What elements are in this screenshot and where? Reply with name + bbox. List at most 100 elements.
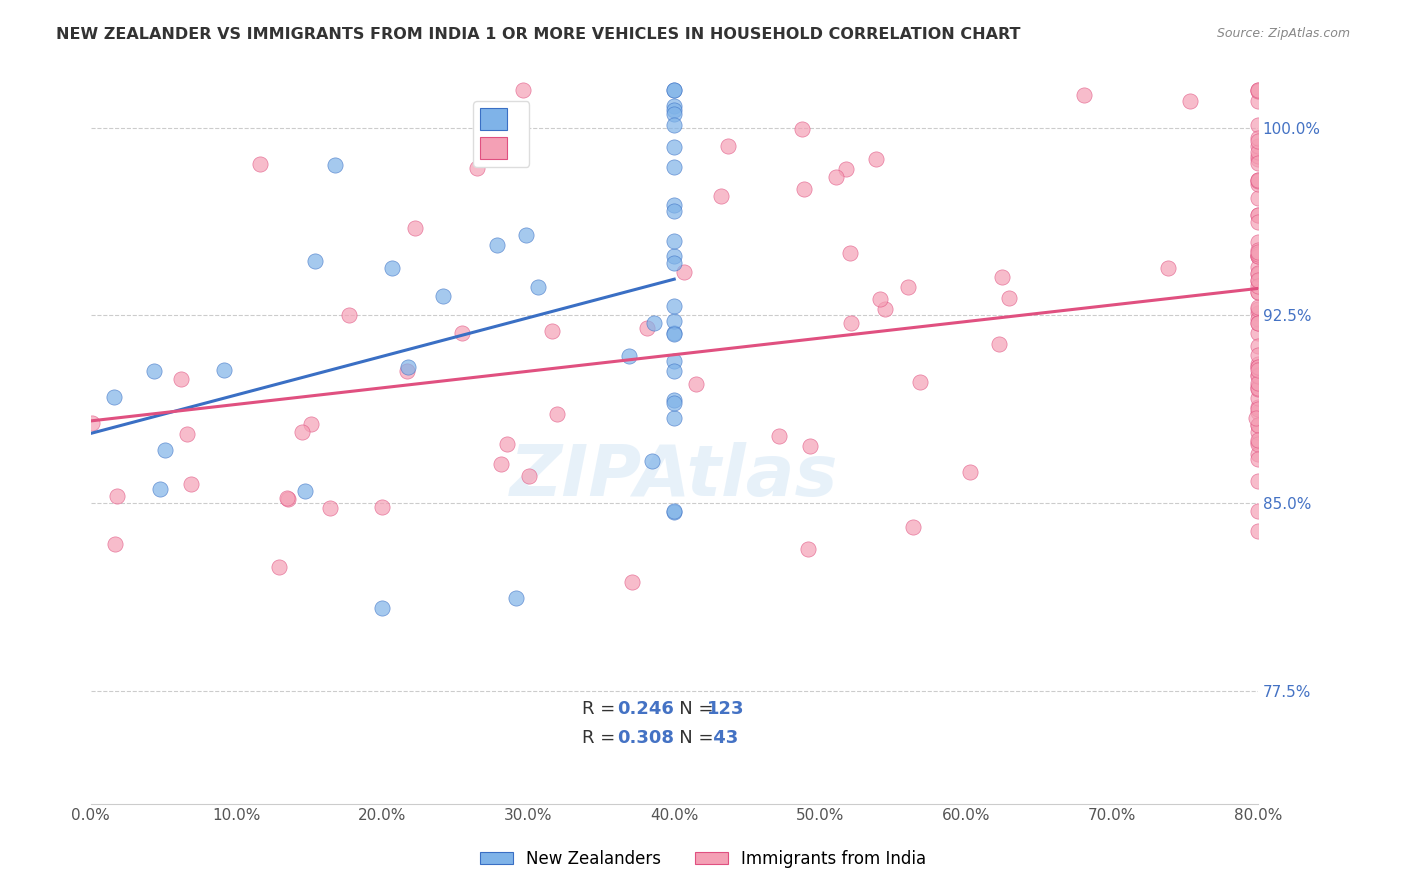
- New Zealanders: [515, 227, 537, 242]
- Immigrants from India: [1247, 400, 1270, 414]
- Immigrants from India: [404, 221, 426, 235]
- New Zealanders: [664, 107, 686, 121]
- Immigrants from India: [276, 491, 298, 506]
- Immigrants from India: [1247, 267, 1270, 281]
- Immigrants from India: [299, 417, 322, 432]
- New Zealanders: [664, 103, 686, 118]
- Immigrants from India: [1247, 302, 1270, 317]
- Immigrants from India: [799, 439, 821, 453]
- Immigrants from India: [105, 489, 128, 503]
- Immigrants from India: [517, 469, 540, 483]
- Immigrants from India: [104, 536, 127, 550]
- New Zealanders: [664, 392, 686, 407]
- Immigrants from India: [1247, 174, 1270, 188]
- Immigrants from India: [1247, 433, 1270, 447]
- Immigrants from India: [1247, 359, 1270, 374]
- Immigrants from India: [1247, 437, 1270, 451]
- Immigrants from India: [1247, 504, 1270, 518]
- Immigrants from India: [959, 465, 981, 479]
- Immigrants from India: [901, 519, 924, 533]
- Immigrants from India: [495, 437, 517, 451]
- Immigrants from India: [673, 265, 696, 279]
- Immigrants from India: [1247, 274, 1270, 288]
- Immigrants from India: [1247, 245, 1270, 260]
- Immigrants from India: [1247, 326, 1270, 341]
- Immigrants from India: [839, 246, 862, 260]
- New Zealanders: [486, 238, 509, 252]
- Immigrants from India: [1247, 417, 1270, 432]
- New Zealanders: [664, 410, 686, 425]
- Immigrants from India: [451, 326, 474, 340]
- Immigrants from India: [1247, 246, 1270, 260]
- Immigrants from India: [908, 376, 931, 390]
- Immigrants from India: [170, 371, 193, 385]
- Immigrants from India: [1247, 379, 1270, 393]
- Immigrants from India: [793, 182, 815, 196]
- Immigrants from India: [1247, 134, 1270, 148]
- Immigrants from India: [636, 320, 658, 334]
- Immigrants from India: [1247, 235, 1270, 250]
- Immigrants from India: [1247, 475, 1270, 489]
- Immigrants from India: [1247, 316, 1270, 330]
- Immigrants from India: [491, 457, 513, 471]
- Immigrants from India: [620, 575, 643, 590]
- New Zealanders: [664, 160, 686, 174]
- New Zealanders: [103, 390, 125, 404]
- Immigrants from India: [1247, 359, 1270, 374]
- Immigrants from India: [249, 157, 271, 171]
- Immigrants from India: [869, 293, 891, 307]
- Immigrants from India: [1247, 368, 1270, 383]
- Immigrants from India: [1247, 173, 1270, 187]
- New Zealanders: [664, 204, 686, 219]
- Immigrants from India: [1247, 401, 1270, 416]
- Immigrants from India: [1247, 279, 1270, 293]
- New Zealanders: [664, 505, 686, 519]
- Immigrants from India: [1247, 83, 1270, 97]
- Immigrants from India: [685, 376, 707, 391]
- New Zealanders: [664, 504, 686, 518]
- Immigrants from India: [291, 425, 314, 439]
- Immigrants from India: [1247, 301, 1270, 315]
- Immigrants from India: [1247, 524, 1270, 539]
- New Zealanders: [664, 140, 686, 154]
- Immigrants from India: [180, 476, 202, 491]
- Immigrants from India: [717, 138, 740, 153]
- Immigrants from India: [1247, 316, 1270, 330]
- Immigrants from India: [1247, 348, 1270, 362]
- Immigrants from India: [1073, 88, 1095, 103]
- Immigrants from India: [269, 560, 291, 574]
- Immigrants from India: [839, 316, 862, 330]
- Immigrants from India: [467, 161, 489, 175]
- New Zealanders: [664, 99, 686, 113]
- Immigrants from India: [1247, 368, 1270, 383]
- Immigrants from India: [991, 270, 1014, 285]
- New Zealanders: [664, 118, 686, 132]
- New Zealanders: [664, 249, 686, 263]
- Text: N =: N =: [662, 729, 720, 747]
- Text: 123: 123: [707, 699, 745, 718]
- Immigrants from India: [865, 152, 887, 166]
- Immigrants from India: [1247, 215, 1270, 229]
- Immigrants from India: [540, 324, 562, 338]
- Immigrants from India: [768, 429, 790, 443]
- Immigrants from India: [1247, 405, 1270, 419]
- New Zealanders: [664, 299, 686, 313]
- Immigrants from India: [1247, 260, 1270, 274]
- Immigrants from India: [1247, 83, 1270, 97]
- Immigrants from India: [825, 169, 848, 184]
- Text: Source: ZipAtlas.com: Source: ZipAtlas.com: [1216, 27, 1350, 40]
- Immigrants from India: [997, 291, 1019, 305]
- Immigrants from India: [1247, 173, 1270, 187]
- Immigrants from India: [1247, 145, 1270, 159]
- New Zealanders: [664, 326, 686, 341]
- Immigrants from India: [1247, 131, 1270, 145]
- Immigrants from India: [1247, 435, 1270, 450]
- Immigrants from India: [797, 542, 820, 557]
- New Zealanders: [294, 484, 316, 499]
- Immigrants from India: [1247, 311, 1270, 326]
- Immigrants from India: [512, 83, 534, 97]
- New Zealanders: [641, 454, 664, 468]
- New Zealanders: [396, 359, 419, 374]
- Immigrants from India: [176, 427, 198, 442]
- Immigrants from India: [1247, 363, 1270, 377]
